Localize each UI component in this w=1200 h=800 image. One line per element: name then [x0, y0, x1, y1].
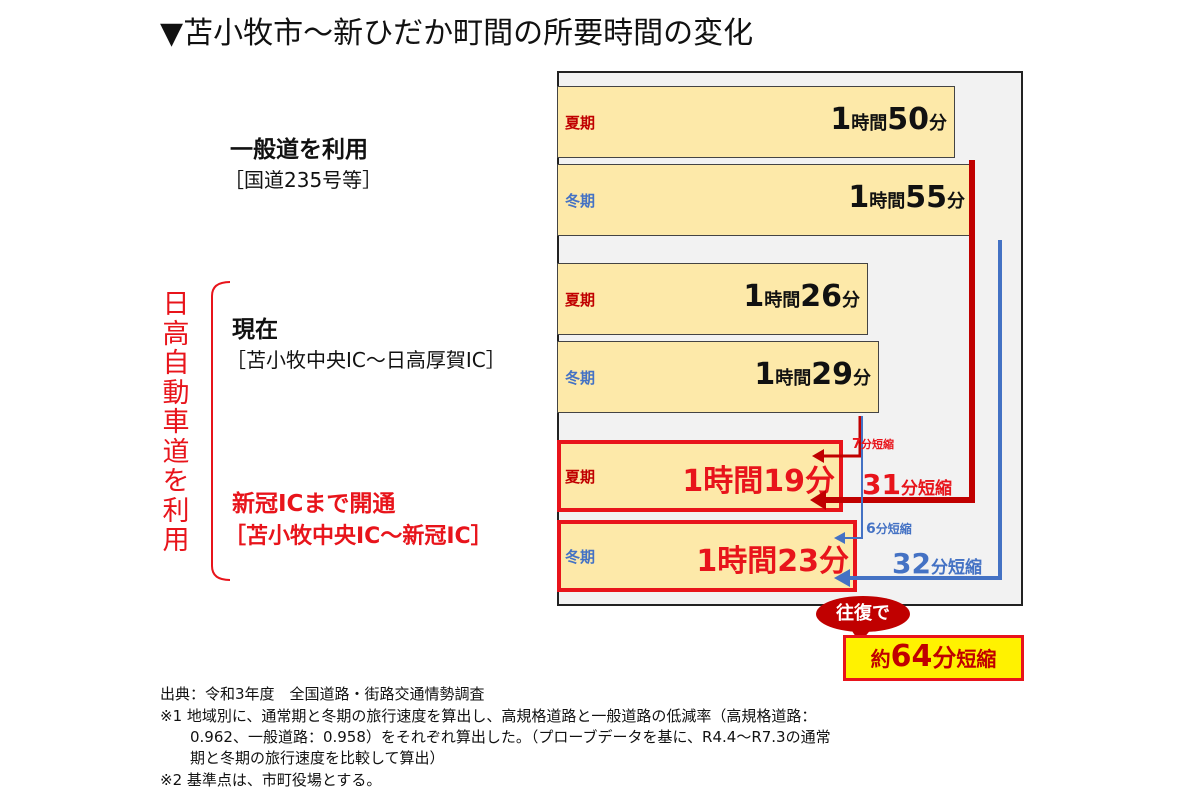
reduction-32-num: 32 [892, 547, 931, 580]
bar-2-hour-unit: 時間 [764, 290, 801, 311]
reduction-31-num: 31 [862, 468, 901, 501]
note-1-cont1: 0.962、一般道路：0.958）をそれぞれ算出した。（プローブデータを基に、R… [190, 728, 831, 746]
chart-panel [557, 71, 1023, 606]
group-ordinary-road-sub: ［国道235号等］ [224, 168, 383, 192]
round-trip-suffix: 短縮 [956, 647, 997, 671]
bar-1 [557, 164, 973, 236]
bar-5-value-text: 1時間23分 [696, 544, 849, 579]
bar-1-hours: 1 [848, 180, 870, 215]
bar-5-season: 冬期 [565, 548, 596, 566]
reduction-7-suffix: 分短縮 [861, 438, 895, 451]
reduction-arrow-summer-current [822, 416, 862, 458]
bar-0-hours: 1 [830, 102, 852, 137]
group-ordinary-road: 一般道を利用 ［国道235号等］ [224, 130, 382, 193]
reduction-label-6: 6分短縮 [866, 520, 912, 537]
round-trip-total: 約64分短縮 [843, 635, 1024, 681]
bar-3-minutes: 29 [811, 357, 853, 392]
group-ordinary-road-name: 一般道を利用 [230, 137, 368, 163]
bar-2-value-label: 1時間26分 [743, 279, 860, 314]
bar-0 [557, 86, 955, 158]
round-trip-unit: 分 [932, 644, 957, 672]
note-2: ※2 基準点は、市町役場とする。 [160, 771, 382, 789]
note-1-cont2: 期と冬期の旅行速度を比較して算出） [190, 749, 445, 767]
group-opened-name: 新冠ICまで開通 [232, 491, 396, 517]
reduction-arrow-summer-ordinary [822, 160, 975, 503]
bar-1-season: 冬期 [565, 192, 596, 210]
bar-0-season: 夏期 [565, 114, 596, 132]
reduction-32-suffix: 分短縮 [930, 558, 982, 578]
bar-4-season: 夏期 [565, 468, 596, 486]
reduction-label-7: 7分短縮 [852, 436, 894, 452]
reduction-arrow-winter-current [842, 416, 863, 539]
bar-0-minute-unit: 分 [929, 113, 947, 134]
reduction-6-num: 6 [866, 521, 876, 537]
group-opened: 新冠ICまで開通 ［苫小牧中央IC～新冠IC］ [224, 484, 493, 550]
bar-4 [557, 440, 843, 512]
bar-1-value-label: 1時間55分 [848, 180, 965, 215]
bar-2-season: 夏期 [565, 291, 596, 309]
bar-0-hour-unit: 時間 [851, 113, 888, 134]
group-current-sub: ［苫小牧中央IC～日高厚賀IC］ [226, 348, 506, 372]
reduction-31-suffix: 分短縮 [900, 479, 952, 499]
reduction-label-31: 31分短縮 [862, 468, 952, 501]
bar-3-season: 冬期 [565, 369, 596, 387]
reduction-label-32: 32分短縮 [892, 547, 982, 580]
group-opened-sub: ［苫小牧中央IC～新冠IC］ [224, 524, 493, 549]
bar-4-value-label: 1時間19分 [682, 456, 835, 500]
bar-3-minute-unit: 分 [853, 368, 871, 389]
reduction-6-suffix: 分短縮 [875, 522, 912, 536]
reduction-arrow-summer-current-head [812, 449, 824, 463]
reduction-7-num: 7 [852, 437, 862, 452]
note-1: ※1 地域別に、通常期と冬期の旅行速度を算出し、高規格道路と一般道路の低減率（高… [160, 707, 817, 725]
group-current: 現在 ［苫小牧中央IC～日高厚賀IC］ [226, 310, 506, 373]
round-trip-num: 64 [890, 639, 933, 674]
group-bracket [211, 281, 231, 581]
reduction-arrow-winter-current-head [834, 532, 845, 544]
expressway-side-label: 日高自動車道を利用 [162, 289, 190, 556]
bar-1-minutes: 55 [905, 180, 947, 215]
bar-2-hours: 1 [743, 279, 765, 314]
bar-5-value-label: 1時間23分 [696, 536, 849, 580]
round-trip-bubble: 往復で [816, 596, 910, 632]
bar-3-hour-unit: 時間 [775, 368, 812, 389]
bar-3-hours: 1 [754, 357, 776, 392]
bar-1-hour-unit: 時間 [869, 191, 906, 212]
bar-1-minute-unit: 分 [947, 191, 965, 212]
bar-2-minutes: 26 [800, 279, 842, 314]
note-source: 出典：令和3年度 全国道路・街路交通情勢調査 [160, 685, 485, 703]
bar-2 [557, 263, 868, 335]
group-current-name: 現在 [232, 317, 278, 343]
bar-4-value-text: 1時間19分 [682, 464, 835, 499]
bar-0-minutes: 50 [887, 102, 929, 137]
bar-3 [557, 341, 879, 413]
page-title: ▼苫小牧市～新ひだか町間の所要時間の変化 [160, 16, 754, 51]
bar-5 [557, 520, 857, 592]
round-trip-prefix: 約 [870, 647, 891, 671]
bar-0-value-label: 1時間50分 [830, 102, 947, 137]
bar-3-value-label: 1時間29分 [754, 357, 871, 392]
reduction-arrow-winter-ordinary-head [834, 569, 850, 587]
reduction-arrow-winter-ordinary [848, 240, 1002, 580]
reduction-arrow-summer-ordinary-head [810, 490, 826, 510]
bar-2-minute-unit: 分 [842, 290, 860, 311]
